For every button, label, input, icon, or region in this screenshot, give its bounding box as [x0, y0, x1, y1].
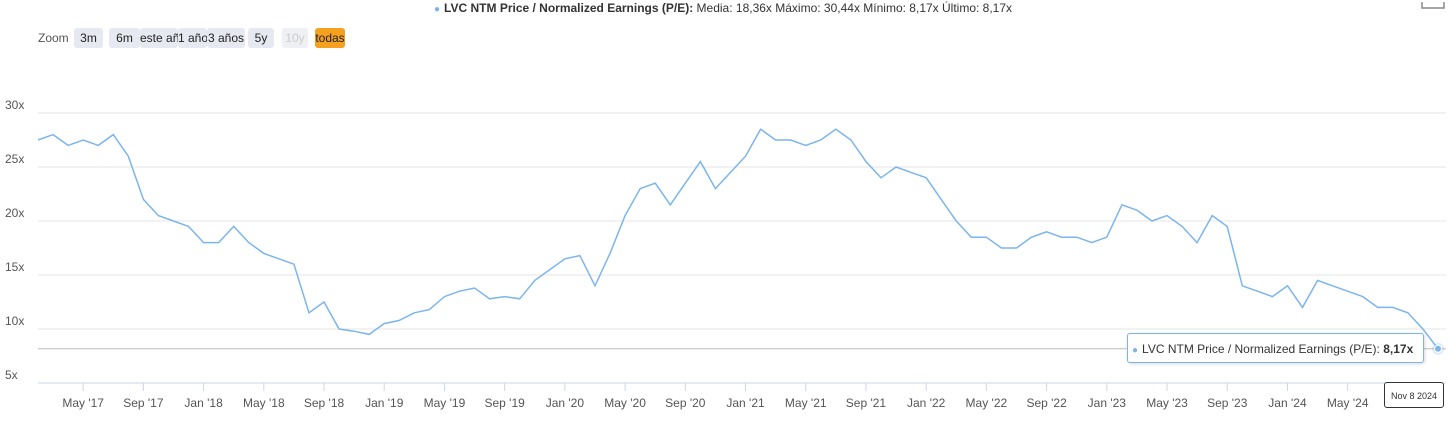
x-tick-label: May '24	[1327, 396, 1369, 410]
x-tick-label: May '21	[785, 396, 827, 410]
series-line	[37, 128, 1439, 350]
menu-icon[interactable]	[1421, 2, 1445, 9]
x-tick-label: May '22	[966, 396, 1008, 410]
x-tick-label: May '19	[424, 396, 466, 410]
x-tick-label: Jan '23	[1088, 396, 1127, 410]
zoom-button[interactable]: 3m	[74, 28, 103, 48]
x-tick-label: Sep '20	[665, 396, 706, 410]
y-tick-label: 30x	[5, 98, 24, 112]
zoom-label: Zoom	[38, 31, 69, 45]
x-tick-label: Sep '22	[1026, 396, 1067, 410]
x-tick-label: Jan '22	[907, 396, 946, 410]
tooltip: ● LVC NTM Price / Normalized Earnings (P/…	[1127, 333, 1424, 363]
x-tick-label: Sep '23	[1207, 396, 1248, 410]
x-tick-label: May '20	[604, 396, 646, 410]
stats: Media: 18,36x Máximo: 30,44x Mínimo: 8,1…	[696, 1, 1013, 15]
hover-marker	[1434, 344, 1442, 353]
zoom-button[interactable]: todas	[315, 28, 345, 48]
x-tick-label: Jan '18	[184, 396, 223, 410]
tooltip-value: 8,17x	[1383, 342, 1414, 356]
x-tick-label: May '18	[243, 396, 285, 410]
y-tick-label: 15x	[5, 260, 24, 274]
x-tick-label: Jan '20	[546, 396, 585, 410]
x-tick-label: Sep '18	[304, 396, 345, 410]
tooltip-label: LVC NTM Price / Normalized Earnings (P/E…	[1142, 342, 1380, 356]
x-tick-label: Sep '21	[846, 396, 887, 410]
x-tick-label: Sep '17	[123, 396, 164, 410]
y-tick-label: 10x	[5, 314, 24, 328]
zoom-button: 10y	[282, 28, 308, 48]
date-label: Nov 8 2024	[1384, 382, 1444, 408]
x-tick-label: May '23	[1146, 396, 1188, 410]
y-tick-label: 5x	[5, 368, 18, 382]
y-tick-label: 25x	[5, 152, 24, 166]
zoom-button[interactable]: este año	[140, 28, 178, 48]
x-tick-label: Jan '21	[726, 396, 765, 410]
x-tick-label: Jan '19	[365, 396, 404, 410]
x-tick-label: May '17	[62, 396, 104, 410]
x-tick-label: Jan '24	[1268, 396, 1307, 410]
zoom-button[interactable]: 5y	[248, 28, 274, 48]
zoom-button[interactable]: 6m	[109, 28, 140, 48]
series-title: LVC NTM Price / Normalized Earnings (P/E…	[444, 1, 694, 15]
zoom-button[interactable]: 3 años	[207, 28, 245, 48]
legend-dot: ●	[434, 4, 441, 15]
zoom-button[interactable]: 1 año	[178, 28, 207, 48]
header: ● LVC NTM Price / Normalized Earnings (P/…	[434, 1, 1012, 15]
y-tick-label: 20x	[5, 206, 24, 220]
tooltip-dot: ●	[1132, 345, 1139, 356]
x-tick-label: Sep '19	[485, 396, 526, 410]
